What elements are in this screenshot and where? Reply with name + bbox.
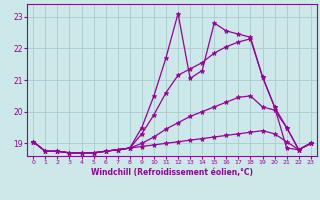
X-axis label: Windchill (Refroidissement éolien,°C): Windchill (Refroidissement éolien,°C) <box>91 168 253 177</box>
